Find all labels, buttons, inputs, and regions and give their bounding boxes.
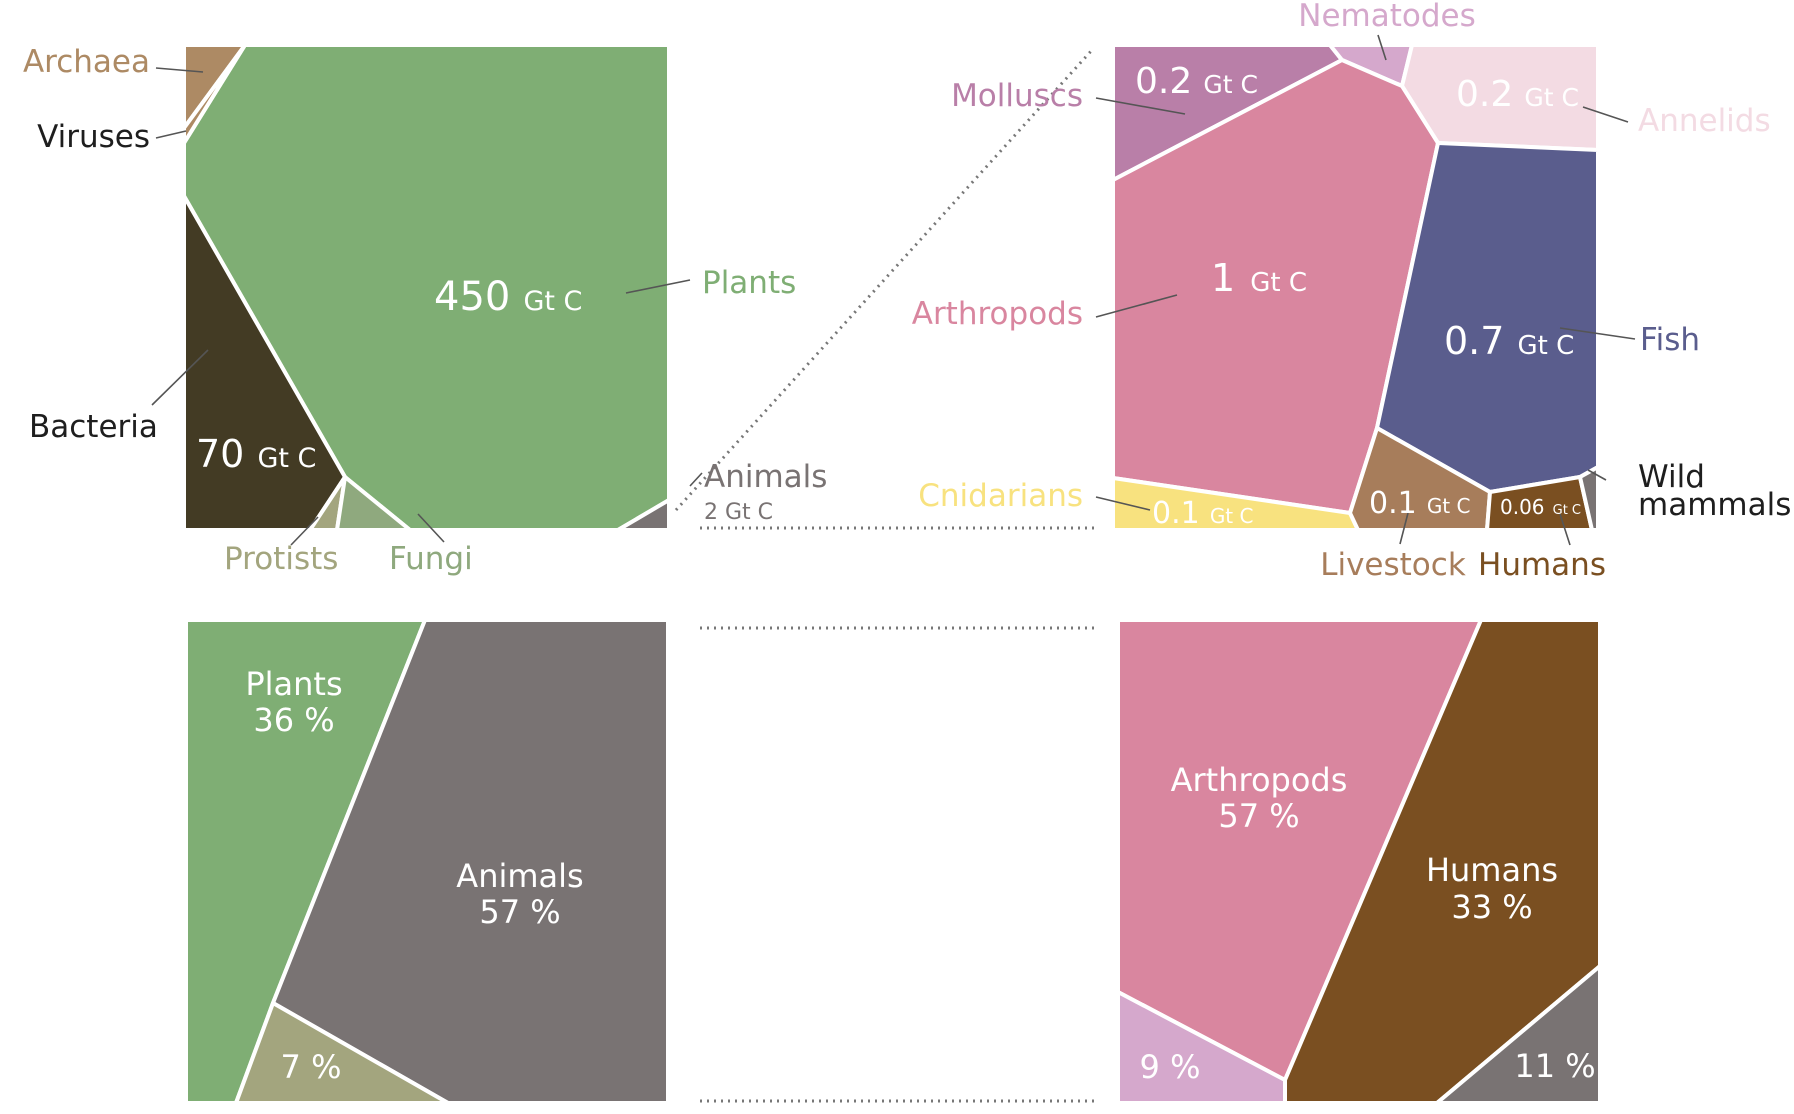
value-plants: 450 Gt C: [434, 274, 582, 320]
leader-bacteria: [151, 349, 209, 406]
value-arthropods: 1 Gt C: [1211, 256, 1307, 300]
leader-nematodes: [1377, 34, 1387, 61]
label-fish: Fish: [1640, 322, 1700, 358]
label-wild-mammals-line1: Wild: [1638, 459, 1705, 495]
cell-viruses: [182, 43, 247, 145]
panel-share-total: [184, 618, 670, 1105]
labels-panel-2: Nematodes Molluscs Annelids Arthropods F…: [912, 0, 1792, 583]
value-livestock-number: 0.1: [1369, 486, 1417, 521]
label-arthropods: Arthropods: [912, 296, 1083, 332]
leader-viruses: [155, 130, 187, 139]
labels-panel-1: Archaea Viruses Bacteria Plants Protists…: [23, 44, 827, 577]
value-cnidarians-number: 0.1: [1152, 496, 1200, 531]
value-molluscs-number: 0.2: [1135, 61, 1192, 102]
value-bacteria: 70 Gt C: [196, 432, 316, 476]
value-animals: 2 Gt C: [704, 500, 773, 525]
leader-molluscs: [1095, 97, 1186, 115]
cell-fungi: [335, 475, 412, 532]
cell-share-animals: [271, 618, 670, 1105]
value-annelids-number: 0.2: [1456, 74, 1513, 115]
label-cnidarians: Cnidarians: [918, 478, 1083, 514]
value-arthropods-unit: Gt C: [1250, 268, 1307, 298]
label-annelids: Annelids: [1638, 103, 1771, 139]
value-bacteria-unit: Gt C: [257, 443, 316, 474]
cell-share-wild: [1435, 964, 1602, 1105]
leader-annelids: [1582, 106, 1629, 123]
value-livestock: 0.1 Gt C: [1369, 486, 1470, 521]
share-plants-percent: 36 %: [253, 701, 334, 739]
leader-protists: [290, 516, 319, 546]
leader-plants: [625, 279, 691, 294]
label-plants: Plants: [702, 265, 796, 301]
label-fungi: Fungi: [389, 541, 473, 577]
share-other-percent: 9 %: [1140, 1048, 1201, 1086]
share-arthropods-percent: 57 %: [1218, 797, 1299, 835]
share-other-percent: 7 %: [281, 1048, 342, 1086]
labels-panel-4: Arthropods 57 % Humans 33 % 11 % 9 %: [1140, 761, 1596, 1086]
value-fish-unit: Gt C: [1518, 331, 1575, 361]
value-plants-number: 450: [434, 274, 510, 320]
label-bacteria: Bacteria: [29, 409, 158, 445]
cell-animals: [616, 498, 671, 532]
cell-share-other: [1116, 990, 1287, 1105]
leader-archaea: [155, 67, 204, 73]
label-molluscs: Molluscs: [951, 78, 1083, 114]
cell-livestock: [1348, 426, 1492, 532]
value-annelids: 0.2 Gt C: [1456, 74, 1579, 115]
cell-wild-mammals: [1578, 465, 1600, 532]
value-cnidarians-unit: Gt C: [1210, 504, 1254, 528]
label-wild-mammals-line2: mammals: [1638, 487, 1791, 523]
label-archaea: Archaea: [23, 44, 150, 80]
share-humans-percent: 33 %: [1451, 888, 1532, 926]
label-protists: Protists: [224, 541, 338, 577]
value-humans-unit: Gt C: [1553, 503, 1581, 518]
leaders-panel-2: [1095, 34, 1636, 546]
leader-fish: [1559, 327, 1636, 340]
label-humans: Humans: [1478, 547, 1606, 583]
value-bacteria-number: 70: [196, 432, 244, 476]
label-nematodes: Nematodes: [1298, 0, 1475, 34]
value-fish: 0.7 Gt C: [1444, 319, 1574, 363]
value-cnidarians: 0.1 Gt C: [1152, 496, 1253, 531]
value-arthropods-number: 1: [1211, 256, 1235, 300]
label-livestock: Livestock: [1320, 547, 1466, 583]
share-plants-name: Plants: [245, 665, 342, 703]
value-humans-number: 0.06: [1500, 495, 1545, 519]
value-molluscs: 0.2 Gt C: [1135, 61, 1258, 102]
value-annelids-unit: Gt C: [1524, 83, 1579, 112]
label-animals: Animals: [704, 459, 827, 495]
label-viruses: Viruses: [37, 119, 150, 155]
value-molluscs-unit: Gt C: [1203, 70, 1258, 99]
value-plants-unit: Gt C: [523, 286, 582, 317]
zoom-connector: [674, 48, 1098, 1103]
share-animals-percent: 57 %: [479, 893, 560, 931]
leader-animals: [689, 472, 703, 487]
panel-share-animals: [1116, 618, 1602, 1105]
value-humans: 0.06 Gt C: [1500, 495, 1581, 519]
leader-arthropods: [1095, 294, 1178, 318]
leader-humans: [1559, 513, 1571, 546]
share-animals-name: Animals: [456, 857, 583, 895]
share-arthropods-name: Arthropods: [1171, 761, 1348, 799]
share-humans-name: Humans: [1426, 851, 1558, 889]
leader-cnidarians: [1095, 496, 1151, 511]
value-fish-number: 0.7: [1444, 319, 1504, 363]
leaders-panel-1: [151, 67, 703, 546]
cell-share-other: [234, 1001, 450, 1105]
leader-livestock: [1399, 512, 1409, 545]
value-livestock-unit: Gt C: [1427, 494, 1471, 518]
labels-panel-3: Plants 36 % Animals 57 % 7 %: [245, 665, 583, 1086]
share-wild-percent: 11 %: [1514, 1047, 1595, 1085]
leader-fungi: [417, 513, 445, 543]
panel-kingdom-biomass: [182, 43, 671, 532]
panel-animal-biomass: [1111, 43, 1600, 532]
leader-wild-mammals: [1587, 469, 1607, 481]
